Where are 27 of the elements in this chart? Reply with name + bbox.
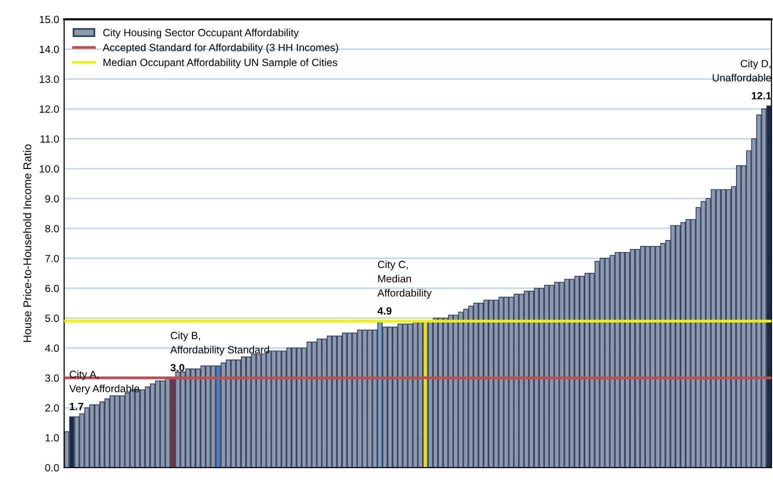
y-tick-label: 10.0	[40, 165, 59, 173]
y-tick-label: 8.0	[45, 224, 59, 232]
y-tick-label: 15.0	[40, 16, 59, 24]
y-axis-title: House Price-to-Household Income Ratio	[23, 144, 32, 342]
y-tick-label: 9.0	[45, 195, 59, 202]
y-tick-label: 0.0	[45, 464, 59, 472]
y-tick-label: 2.0	[45, 404, 59, 412]
y-tick-label: 3.0	[45, 374, 59, 382]
y-tick-label: 12.0	[40, 105, 59, 113]
legend-label: City Housing Sector Occupant Affordability	[103, 28, 299, 38]
y-tick-label: 13.0	[40, 76, 59, 83]
annotation: City B, Affordability Standard	[170, 332, 269, 356]
data-label: 12.1	[752, 92, 772, 100]
y-tick-label: 4.0	[45, 344, 59, 352]
annotation: City C, Median Affordability	[377, 260, 432, 299]
data-label: 3.0	[170, 364, 184, 372]
annotation: City D, Unaffordable	[712, 60, 771, 82]
y-tick-label: 7.0	[45, 254, 59, 262]
data-label: 1.7	[70, 402, 84, 410]
y-tick-label: 5.0	[45, 314, 59, 322]
legend-label: Median Occupant Affordability UN Sample of Cities	[104, 58, 338, 68]
y-tick-label: 14.0	[40, 46, 59, 54]
legend-label: Accepted Standard for Affordability (3 HH Incomes)	[102, 44, 338, 54]
y-tick-label: 1.0	[46, 434, 59, 442]
data-label: 4.9	[378, 307, 392, 315]
y-tick-label: 6.0	[45, 284, 59, 292]
y-tick-label: 11.0	[40, 135, 59, 143]
